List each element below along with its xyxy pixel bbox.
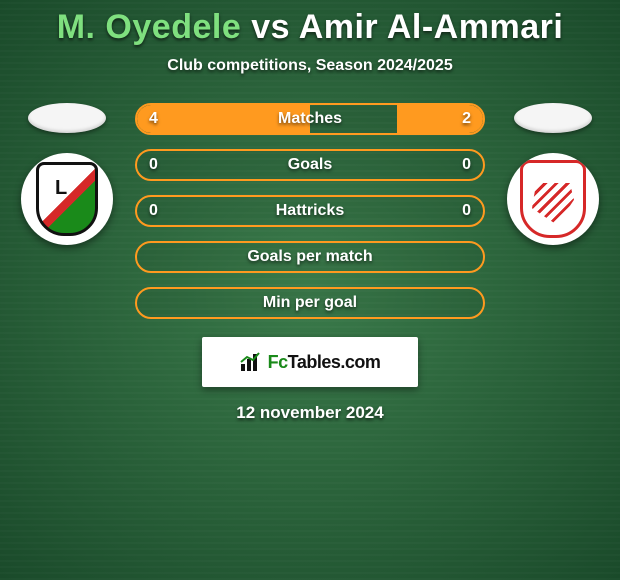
brand-prefix: Fc — [268, 352, 288, 372]
stat-bar-row: 0 Hattricks 0 — [135, 195, 485, 227]
bar-value-left: 0 — [149, 202, 158, 220]
brand-logo-box: FcTables.com — [202, 337, 418, 387]
bar-label: Goals per match — [247, 248, 372, 266]
bar-label: Hattricks — [276, 202, 344, 220]
left-side — [17, 103, 117, 245]
brand-suffix: Tables.com — [288, 352, 381, 372]
title-player1: M. Oyedele — [57, 8, 242, 46]
right-team-badge — [507, 153, 599, 245]
bar-label: Goals — [288, 156, 332, 174]
stat-bar-row: 0 Goals 0 — [135, 149, 485, 181]
bar-value-left: 0 — [149, 156, 158, 174]
bar-value-right: 0 — [462, 202, 471, 220]
bar-label: Matches — [278, 110, 342, 128]
date-text: 12 november 2024 — [0, 403, 620, 423]
stat-bar-row: 4 Matches 2 — [135, 103, 485, 135]
right-flag-oval — [514, 103, 592, 133]
stat-bar-row: Min per goal — [135, 287, 485, 319]
left-team-badge — [21, 153, 113, 245]
stat-bars: 4 Matches 2 0 Goals 0 0 Hattricks 0 Goals per mat… — [135, 103, 485, 319]
infographic-root: M. Oyedele vs Amir Al-Ammari Club compet… — [0, 0, 620, 423]
subtitle: Club competitions, Season 2024/2025 — [0, 57, 620, 75]
left-flag-oval — [28, 103, 106, 133]
brand-text: FcTables.com — [268, 352, 381, 373]
stat-bar-row: Goals per match — [135, 241, 485, 273]
bar-value-right: 2 — [462, 110, 471, 128]
right-side — [503, 103, 603, 245]
title-player2: Amir Al-Ammari — [299, 8, 564, 46]
title: M. Oyedele vs Amir Al-Ammari — [0, 8, 620, 47]
bar-value-left: 4 — [149, 110, 158, 128]
chart-icon — [240, 352, 262, 372]
compare-area: 4 Matches 2 0 Goals 0 0 Hattricks 0 Goals per mat… — [0, 103, 620, 319]
bar-label: Min per goal — [263, 294, 357, 312]
bar-value-right: 0 — [462, 156, 471, 174]
title-vs: vs — [251, 8, 290, 46]
